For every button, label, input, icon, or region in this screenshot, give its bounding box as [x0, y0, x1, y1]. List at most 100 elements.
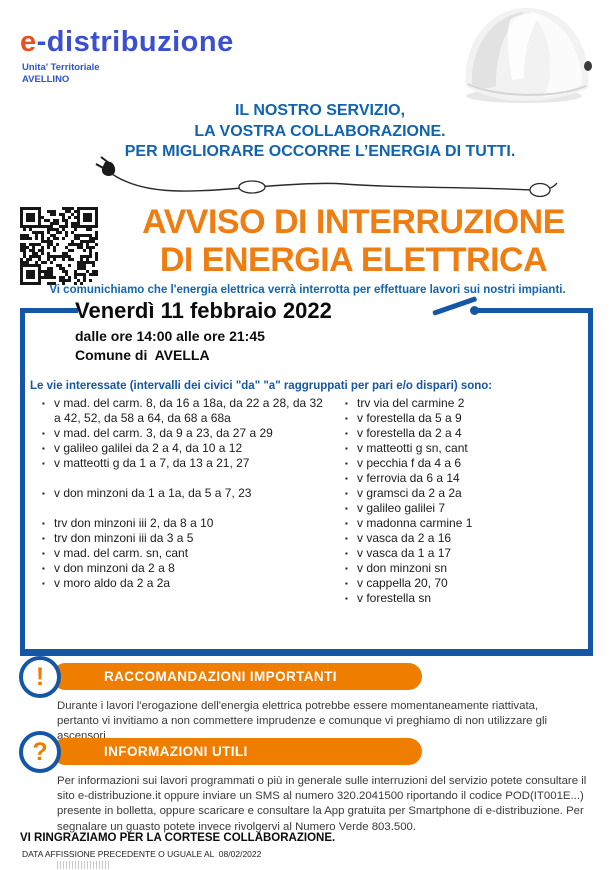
- streets-column-left: ▪ v mad. del carm. 8, da 16 a 18a, da 22…: [42, 396, 324, 591]
- recommendations-title: RACCOMANDAZIONI IMPORTANTI: [104, 669, 337, 684]
- bullet-icon: ▪: [42, 534, 45, 543]
- street-item: ▪ v pecchia f da 4 a 6: [345, 456, 595, 471]
- recommendations-banner: RACCOMANDAZIONI IMPORTANTI: [52, 663, 422, 690]
- question-glyph: ?: [32, 738, 48, 766]
- page-title-line-2: DI ENERGIA ELETTRICA: [159, 241, 548, 279]
- bullet-icon: ▪: [42, 519, 45, 528]
- affissione-text: DATA AFFISSIONE PRECEDENTE O UGUALE AL 0…: [22, 849, 262, 859]
- bullet-icon: ▪: [42, 459, 45, 468]
- street-item: ▪ v moro aldo da 2 a 2a: [42, 576, 324, 591]
- box-border-right: [588, 308, 593, 656]
- notice-box: Venerdì 11 febbraio 2022 dalle ore 14:00…: [20, 296, 595, 656]
- bullet-icon: ▪: [42, 489, 45, 498]
- street-item: ▪ v ferrovia da 6 a 14: [345, 471, 595, 486]
- barcode: [57, 861, 109, 869]
- street-text: trv don minzoni iii 2, da 8 a 10: [54, 516, 214, 530]
- street-text: v gramsci da 2 a 2a: [357, 486, 462, 500]
- bullet-icon: ▪: [345, 519, 348, 528]
- street-text: v forestella da 5 a 9: [357, 411, 462, 425]
- street-item: ▪ trv via del carmine 2: [345, 396, 595, 411]
- street-text: v galileo galilei da 2 a 4, da 10 a 12: [54, 441, 243, 455]
- street-text: trv via del carmine 2: [357, 396, 465, 410]
- logo-text: -distribuzione: [36, 26, 234, 58]
- street-item: ▪ v vasca da 2 a 16: [345, 531, 595, 546]
- bullet-icon: ▪: [345, 474, 348, 483]
- street-item: ▪ v cappella 20, 70: [345, 576, 595, 591]
- bullet-icon: ▪: [345, 504, 348, 513]
- headline: IL NOSTRO SERVIZIO, LA VOSTRA COLLABORAZ…: [70, 101, 570, 163]
- street-text: v cappella 20, 70: [357, 576, 448, 590]
- headline-line-1: IL NOSTRO SERVIZIO,: [234, 102, 406, 119]
- street-text: v ferrovia da 6 a 14: [357, 471, 460, 485]
- unit-line-1: Unita' Territoriale: [22, 62, 100, 73]
- info-title: INFORMAZIONI UTILI: [104, 744, 248, 759]
- street-item: ▪ v galileo galilei da 2 a 4, da 10 a 12: [42, 441, 324, 456]
- street-item: ▪ v don minzoni sn: [345, 561, 595, 576]
- bullet-icon: ▪: [345, 594, 348, 603]
- street-text: v moro aldo da 2 a 2a: [54, 576, 171, 590]
- street-item: ▪ v gramsci da 2 a 2a: [345, 486, 595, 501]
- exclamation-glyph: !: [35, 663, 45, 691]
- page-title-line-1: AVVISO DI INTERRUZIONE: [142, 203, 565, 241]
- bullet-icon: ▪: [345, 444, 348, 453]
- unit-line-2: AVELLINO: [22, 74, 70, 85]
- street-text: v don minzoni da 2 a 8: [54, 561, 175, 575]
- info-body: Per informazioni sui lavori programmati …: [57, 775, 587, 833]
- qr-code: [20, 207, 98, 285]
- street-item: ▪ v forestella da 2 a 4: [345, 426, 595, 441]
- box-border-top-right: [475, 308, 593, 313]
- comune-line: Comune di AVELLA: [75, 347, 210, 363]
- logo-e-icon: e: [20, 26, 37, 58]
- street-item: ▪ v matteotti g sn, cant: [345, 441, 595, 456]
- pen-nib-icon: [470, 306, 479, 315]
- street-item: ▪ v madonna carmine 1: [345, 516, 595, 531]
- exclamation-icon: !: [19, 656, 61, 698]
- bullet-icon: ▪: [42, 429, 45, 438]
- street-item: ▪ v matteotti g da 1 a 7, da 13 a 21, 27: [42, 456, 324, 471]
- street-item: ▪ v vasca da 1 a 17: [345, 546, 595, 561]
- street-text: trv don minzoni iii da 3 a 5: [54, 531, 194, 545]
- street-item: ▪ v forestella sn: [345, 591, 595, 606]
- plug-icon: [95, 156, 116, 176]
- street-text: v mad. del carm. sn, cant: [54, 546, 189, 560]
- street-item: ▪ v mad. del carm. sn, cant: [42, 546, 324, 561]
- headline-line-3: PER MIGLIORARE OCCORRE L’ENERGIA DI TUTT…: [124, 143, 516, 160]
- bullet-icon: ▪: [345, 414, 348, 423]
- bullet-icon: ▪: [42, 399, 45, 408]
- page-title: AVVISO DI INTERRUZIONE DI ENERGIA ELETTR…: [96, 203, 611, 279]
- bullet-icon: ▪: [345, 489, 348, 498]
- e-distribuzione-logo: e-distribuzione: [20, 26, 234, 59]
- streets-column-right: ▪ trv via del carmine 2 ▪ v forestella d…: [345, 396, 595, 606]
- box-border-top-left: [20, 308, 78, 313]
- street-item: ▪ trv don minzoni iii 2, da 8 a 10: [42, 516, 324, 531]
- street-text: v matteotti g da 1 a 7, da 13 a 21, 27: [54, 456, 250, 470]
- street-text: v vasca da 2 a 16: [357, 531, 452, 545]
- interruption-time: dalle ore 14:00 alle ore 21:45: [75, 328, 265, 344]
- headline-line-2: LA VOSTRA COLLABORAZIONE.: [194, 122, 446, 140]
- cable-doodle: [95, 156, 558, 198]
- street-text: v mad. del carm. 8, da 16 a 18a, da 22 a…: [54, 396, 323, 425]
- question-icon: ?: [19, 731, 61, 773]
- street-text: v madonna carmine 1: [357, 516, 473, 530]
- bullet-icon: ▪: [345, 429, 348, 438]
- info-banner: INFORMAZIONI UTILI: [52, 738, 422, 765]
- bullet-icon: ▪: [345, 459, 348, 468]
- street-text: v don minzoni sn: [357, 561, 448, 575]
- street-item: ▪ v forestella da 5 a 9: [345, 411, 595, 426]
- street-text: v forestella sn: [357, 591, 432, 605]
- street-text: v forestella da 2 a 4: [357, 426, 462, 440]
- bullet-icon: ▪: [345, 399, 348, 408]
- territorial-unit: Unita' Territoriale AVELLINO: [22, 62, 100, 86]
- street-item: ▪ v galileo galilei 7: [345, 501, 595, 516]
- street-text: v matteotti g sn, cant: [357, 441, 468, 455]
- recommendations-body: Durante i lavori l'erogazione dell'energ…: [57, 700, 548, 743]
- bullet-icon: ▪: [42, 564, 45, 573]
- bullet-icon: ▪: [345, 534, 348, 543]
- streets-intro: Le vie interessate (intervalli dei civic…: [30, 380, 493, 392]
- street-text: v galileo galilei 7: [357, 501, 446, 515]
- bullet-icon: ▪: [42, 549, 45, 558]
- street-item: ▪ v don minzoni da 2 a 8: [42, 561, 324, 576]
- box-border-bottom: [20, 649, 593, 656]
- street-text: v vasca da 1 a 17: [357, 546, 452, 560]
